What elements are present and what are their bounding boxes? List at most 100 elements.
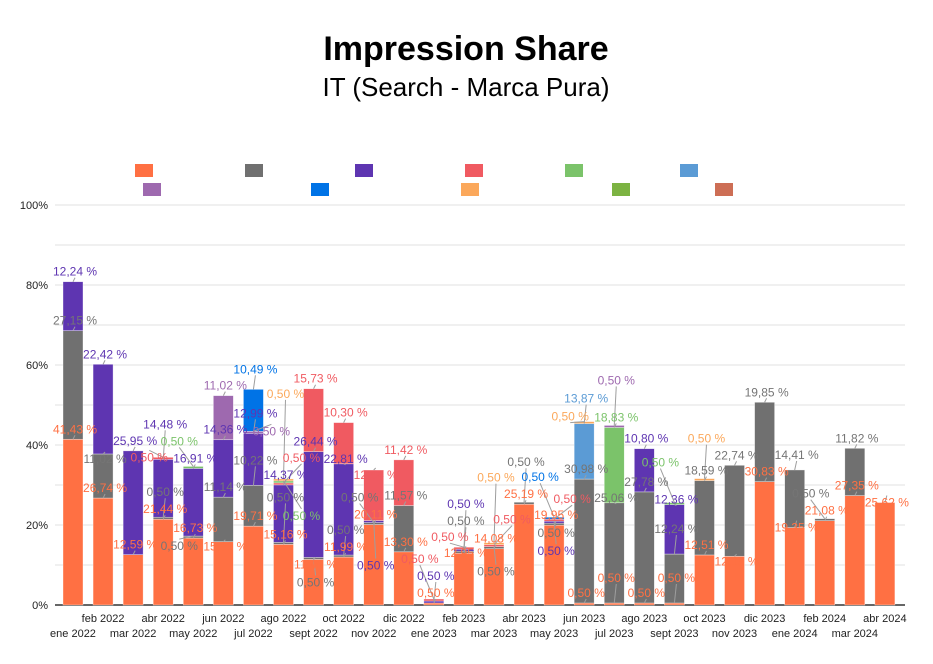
legend-swatch xyxy=(715,183,733,196)
data-label: 0,50 % xyxy=(792,487,830,501)
data-label-leader xyxy=(162,498,166,518)
data-label: 10,80 % xyxy=(624,432,668,446)
data-label-leader xyxy=(613,423,617,428)
data-label: 27,35 % xyxy=(835,479,879,493)
x-tick-label: may 2023 xyxy=(530,628,578,640)
data-label-leader xyxy=(810,499,826,519)
legend-swatch xyxy=(465,164,483,177)
x-tick-label: ago 2022 xyxy=(261,613,307,625)
data-label-leader xyxy=(673,583,677,604)
data-label: 30,98 % xyxy=(564,462,608,476)
data-label: 16,91 % xyxy=(173,451,217,465)
data-label-leader xyxy=(162,515,166,520)
data-label-leader xyxy=(433,598,437,604)
x-tick-label: abr 2023 xyxy=(502,613,545,625)
data-label-leader xyxy=(674,504,677,507)
data-label: 10,30 % xyxy=(324,406,368,420)
data-label: 0,50 % xyxy=(297,575,335,589)
data-label: 25,62 % xyxy=(865,496,909,510)
data-label: 22,74 % xyxy=(715,448,759,462)
data-label-leader xyxy=(222,391,226,396)
data-label-leader xyxy=(659,468,675,503)
data-label-leader xyxy=(884,495,888,503)
data-label-leader xyxy=(162,430,166,460)
data-label-leader xyxy=(614,502,617,505)
data-label: 14,37 % xyxy=(263,468,307,482)
data-label-leader xyxy=(252,375,256,390)
data-label: 0,50 % xyxy=(493,513,531,527)
y-tick-label: 100% xyxy=(20,200,48,212)
x-tick-label: mar 2024 xyxy=(832,628,878,640)
data-label-leader xyxy=(373,520,377,559)
bar-segment xyxy=(664,602,685,606)
data-label-leader xyxy=(222,539,226,543)
data-label-leader xyxy=(403,501,407,506)
x-tick-label: nov 2023 xyxy=(712,628,757,640)
data-label-leader xyxy=(583,474,587,480)
data-label: 11,02 % xyxy=(83,452,126,466)
data-label: 21,08 % xyxy=(805,504,849,518)
bar-segment xyxy=(122,554,144,606)
data-label-leaders xyxy=(72,277,888,604)
data-label-leader xyxy=(734,461,737,466)
data-label-leader xyxy=(148,449,164,458)
data-label-leader xyxy=(403,455,407,461)
data-label-leader xyxy=(570,421,585,424)
data-label: 0,50 % xyxy=(267,387,305,401)
data-label-leader xyxy=(343,463,346,466)
data-label-leader xyxy=(313,447,317,452)
data-label: 11,40 % xyxy=(294,557,337,571)
bar-segment xyxy=(784,527,805,606)
data-label: 10,22 % xyxy=(233,453,277,467)
data-label: 0,50 % xyxy=(688,432,726,446)
data-label-leader xyxy=(734,553,737,557)
bar-segment xyxy=(152,518,174,606)
data-label: 11,14 % xyxy=(204,480,247,494)
data-label-leader xyxy=(343,535,347,556)
data-label: 0,50 % xyxy=(431,530,469,544)
data-label: 0,50 % xyxy=(283,451,321,465)
data-label-leader xyxy=(643,487,647,493)
data-label: 11,99 % xyxy=(324,540,367,554)
data-label-leader xyxy=(252,466,256,486)
data-label: 19,95 % xyxy=(534,508,578,522)
x-tick-label: dic 2023 xyxy=(744,613,786,625)
data-label-leader xyxy=(252,521,256,527)
data-label: 0,50 % xyxy=(401,552,439,566)
data-label-leader xyxy=(433,581,437,602)
data-label: 26,44 % xyxy=(294,435,338,449)
x-tick-label: abr 2024 xyxy=(863,613,906,625)
data-label-leader xyxy=(704,550,707,556)
data-label-leader xyxy=(343,552,347,558)
y-tick-label: 40% xyxy=(26,440,48,452)
bar-segment xyxy=(754,481,775,606)
data-label: 13,87 % xyxy=(564,392,608,406)
data-label: 22,42 % xyxy=(83,347,127,361)
data-label: 27,15 % xyxy=(53,314,97,328)
data-label-leader xyxy=(613,583,617,604)
data-label-leader xyxy=(643,444,647,449)
data-label: 0,50 % xyxy=(253,424,291,438)
data-label-leader xyxy=(222,435,226,440)
x-tick-label: mar 2023 xyxy=(471,628,517,640)
data-label: 19,85 % xyxy=(745,385,789,399)
data-label-leader xyxy=(463,546,467,554)
data-label-leader xyxy=(179,535,194,540)
x-tick-label: oct 2022 xyxy=(323,613,365,625)
data-label-leader xyxy=(132,550,136,555)
legend-swatch xyxy=(461,183,479,196)
x-tick-label: oct 2023 xyxy=(683,613,725,625)
data-label-leader xyxy=(373,467,377,471)
x-tick-label: jul 2022 xyxy=(233,628,273,640)
data-label-leader xyxy=(449,542,465,548)
data-label: 0,50 % xyxy=(327,523,365,537)
data-label: 14,41 % xyxy=(775,448,819,462)
data-label: 25,19 % xyxy=(504,487,548,501)
x-tick-label: ene 2022 xyxy=(50,628,96,640)
data-label: 0,50 % xyxy=(537,544,575,558)
data-label-leader xyxy=(854,491,858,496)
data-label-leader xyxy=(102,451,106,455)
data-label-leader xyxy=(253,423,272,432)
data-label-leader xyxy=(764,477,768,482)
data-label: 16,73 % xyxy=(173,521,217,535)
